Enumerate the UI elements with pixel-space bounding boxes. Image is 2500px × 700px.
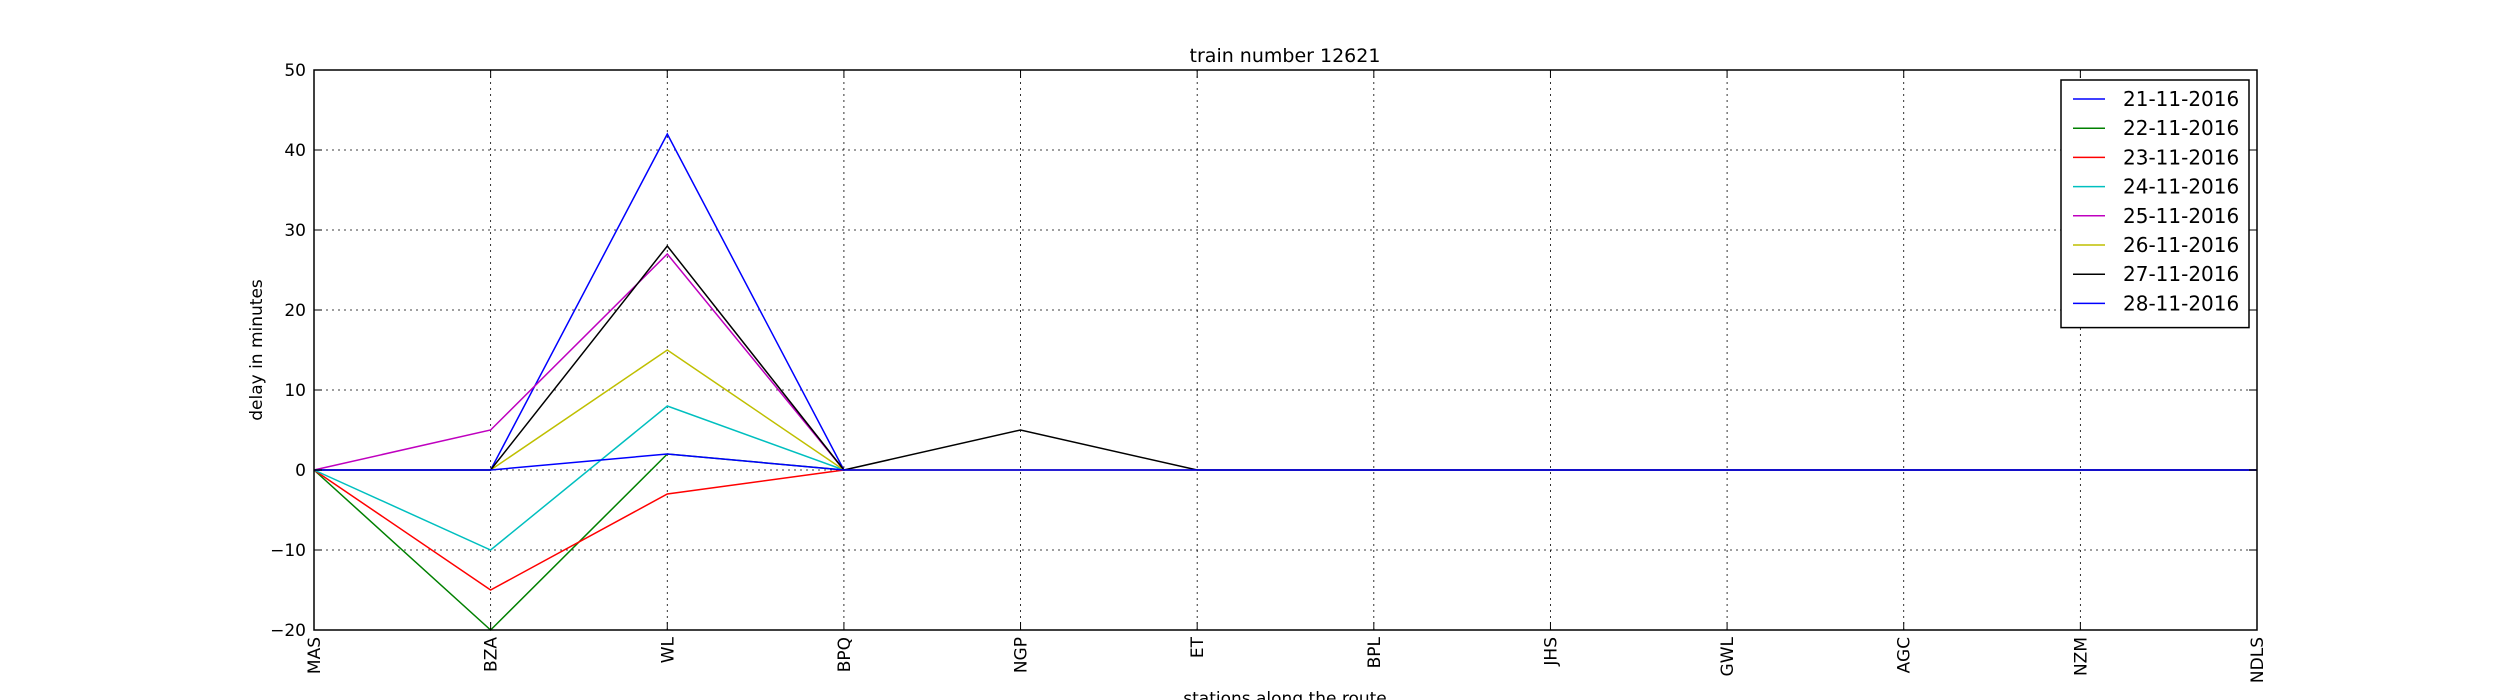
x-axis-label: stations along the route [1183,689,1387,700]
x-tick-label: BPL [1365,636,1385,668]
series-lines [313,132,2257,632]
x-tick-label: AGC [1895,637,1915,673]
legend-box [2060,79,2250,329]
x-tick-label: MAS [305,637,325,674]
y-tick-label: 10 [284,381,306,401]
series-line-26-11-2016 [314,349,2257,471]
y-tick-label: 30 [284,221,306,241]
axis-ticks: −20 −10 0 10 20 30 40 50 MAS BZA WL BPQ NGP ET BPL JHS G… [270,61,2268,683]
x-tick-label: ET [1188,636,1208,658]
legend: 21-11-2016 22-11-2016 23-11-2016 24-11-2016… [2060,79,2250,329]
series-line-25-11-2016 [313,252,2257,471]
plot-frame [313,69,2258,631]
chart-title: train number 12621 [1190,45,1381,67]
legend-label: 25-11-2016 [2123,204,2239,228]
legend-label: 24-11-2016 [2123,175,2239,199]
legend-label: 21-11-2016 [2123,87,2239,111]
x-tick-label: NZM [2071,637,2091,676]
y-tick-label: −20 [270,621,306,641]
x-tick-label: BPQ [835,637,855,672]
x-tick-label: NGP [1012,637,1032,673]
grid [314,70,2257,630]
x-tick-label: WL [658,636,678,663]
series-line-22-11-2016 [313,453,2257,632]
y-tick-label: 50 [284,61,306,81]
legend-label: 28-11-2016 [2123,291,2239,315]
series-line-27-11-2016 [314,244,2257,471]
y-axis-label: delay in minutes [247,279,267,421]
y-tick-label: 40 [284,141,306,161]
x-tick-label: NDLS [2248,637,2268,683]
x-tick-label: GWL [1718,636,1738,676]
legend-label: 23-11-2016 [2123,145,2239,169]
y-tick-label: 0 [295,461,306,481]
series-line-21-11-2016 [314,132,2257,471]
y-tick-label: −10 [270,541,306,561]
legend-label: 22-11-2016 [2123,116,2239,140]
series-line-23-11-2016 [313,469,2257,591]
legend-label: 26-11-2016 [2123,233,2239,257]
x-tick-label: JHS [1541,637,1561,667]
x-tick-label: BZA [482,637,502,672]
legend-label: 27-11-2016 [2123,262,2239,286]
y-tick-label: 20 [284,301,306,321]
series-line-28-11-2016 [314,453,2257,471]
